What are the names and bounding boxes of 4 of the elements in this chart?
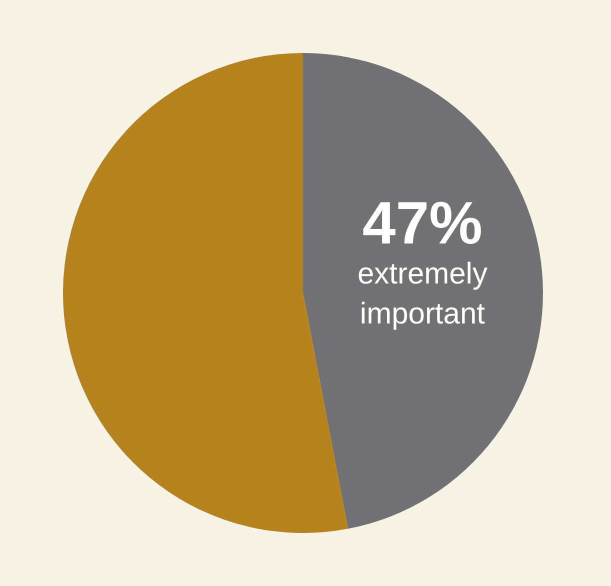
data-label: 47% <box>362 190 483 257</box>
pie-slice <box>63 53 348 533</box>
pie-slice <box>303 53 543 529</box>
slice-label: extremely important <box>357 258 488 331</box>
